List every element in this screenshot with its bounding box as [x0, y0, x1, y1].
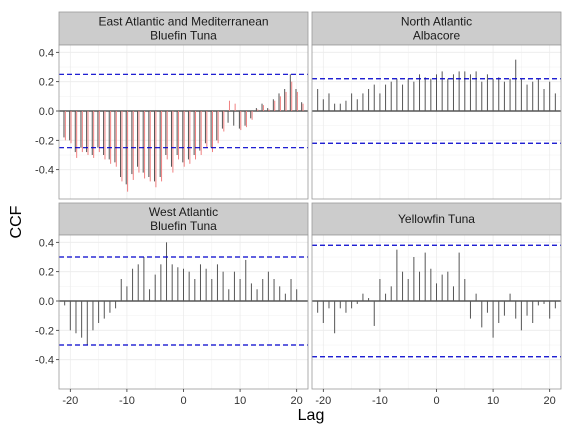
- panel-title-line: North Atlantic: [401, 15, 472, 29]
- x-tick-label: 20: [544, 395, 556, 407]
- x-tick-label: -20: [62, 395, 78, 407]
- y-tick-label: 0.2: [39, 267, 54, 279]
- panel-title-line: Yellowfin Tuna: [398, 212, 475, 226]
- panel-border: [311, 44, 562, 200]
- y-tick-label: -0.2: [35, 135, 54, 147]
- x-tick-label: -10: [372, 395, 388, 407]
- x-tick-label: -10: [119, 395, 135, 407]
- y-tick-label: -0.2: [35, 325, 54, 337]
- x-tick-label: 10: [487, 395, 499, 407]
- x-tick-label: 20: [291, 395, 303, 407]
- panel-border: [58, 44, 309, 200]
- y-tick-label: 0.4: [39, 237, 54, 249]
- x-tick-label: 0: [180, 395, 186, 407]
- x-tick-label: 10: [234, 395, 246, 407]
- panel-title-line: East Atlantic and Mediterranean: [98, 15, 268, 29]
- panel-title-line: Bluefin Tuna: [150, 219, 217, 233]
- x-tick-label: -20: [315, 395, 331, 407]
- y-tick-label: 0.0: [39, 296, 54, 308]
- panel-3: Yellowfin Tuna: [311, 202, 562, 390]
- panel-title-line: Albacore: [413, 29, 461, 43]
- y-tick-label: 0.4: [39, 47, 54, 59]
- y-tick-label: 0.2: [39, 77, 54, 89]
- panel-title-line: Bluefin Tuna: [150, 29, 217, 43]
- y-tick-label: -0.4: [35, 165, 54, 177]
- panel-title-line: West Atlantic: [149, 205, 218, 219]
- y-axis-title: CCF: [8, 205, 25, 238]
- x-axis-title: Lag: [298, 407, 325, 424]
- axes-layer: -0.4 -0.2 0.0 0.2 0.4 -0.4 -0.2 0.0 0.2 0.4 -20 -10…: [35, 47, 556, 407]
- y-tick-label: -0.4: [35, 355, 54, 367]
- panel-strip: [58, 11, 309, 46]
- y-tick-label: 0.0: [39, 106, 54, 118]
- panel-strip: [311, 202, 562, 236]
- x-tick-label: 0: [433, 395, 439, 407]
- panel-strip: [58, 202, 309, 236]
